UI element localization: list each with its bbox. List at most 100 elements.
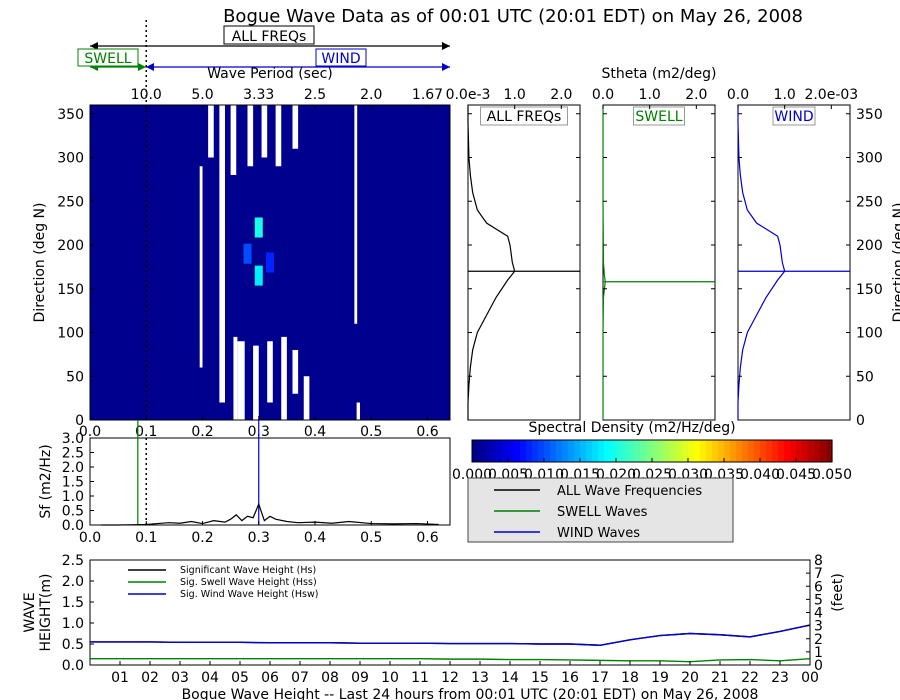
y-tick-label: 50	[66, 369, 84, 385]
colorbar-swatch	[688, 440, 695, 462]
colorbar-swatch	[640, 440, 647, 462]
right-y-tick-label: 7	[814, 566, 823, 582]
x-tick-label: 07	[291, 670, 309, 686]
right-y-tick-label: 8	[814, 553, 823, 569]
x-tick-label: 20	[681, 670, 699, 686]
wave-height-legend-label: Sig. Swell Wave Height (Hss)	[180, 577, 317, 588]
stheta-x-tick-label: 1.0	[774, 87, 796, 103]
right-y-axis-label: Direction (deg N)	[891, 203, 900, 323]
stheta-x-tick-label: 1.0	[504, 87, 526, 103]
colorbar-swatch	[634, 440, 641, 462]
colorbar-swatch	[694, 440, 701, 462]
right-y-tick-label: 300	[856, 151, 883, 167]
stheta-panel-label-swell: SWELL	[635, 109, 682, 125]
heatmap-no-data-cell	[267, 341, 273, 403]
colorbar: Spectral Density (m2/Hz/deg)0.0000.0050.…	[452, 420, 852, 483]
colorbar-swatch	[532, 440, 539, 462]
colorbar-swatch	[520, 440, 527, 462]
colorbar-swatch	[478, 440, 485, 462]
stheta-x-tick-label: 2.0e-03	[804, 87, 858, 103]
wave-height-legend-label: Sig. Wind Wave Height (Hsw)	[180, 589, 318, 600]
stheta-series-wind	[737, 105, 786, 420]
period-tick-label: 5.0	[191, 87, 213, 103]
right-y-tick-label: 0	[856, 413, 865, 429]
y-tick-label: 0.5	[62, 504, 84, 520]
swell-label: SWELL	[84, 51, 131, 67]
legend-label: ALL Wave Frequencies	[557, 484, 702, 499]
x-tick-label: 0.4	[304, 424, 326, 440]
x-tick-label: 04	[201, 670, 219, 686]
x-tick-label: 12	[441, 670, 459, 686]
stheta-series-all	[467, 105, 516, 420]
colorbar-swatch	[730, 440, 737, 462]
colorbar-swatch	[796, 440, 803, 462]
colorbar-swatch	[724, 440, 731, 462]
y-tick-label: 2.5	[62, 446, 84, 462]
stheta-x-tick-label: 2.0	[685, 87, 707, 103]
stheta-x-tick-label: 1.0	[639, 87, 661, 103]
colorbar-title: Spectral Density (m2/Hz/deg)	[528, 420, 735, 436]
colorbar-swatch	[526, 440, 533, 462]
colorbar-swatch	[784, 440, 791, 462]
colorbar-swatch	[826, 440, 833, 462]
colorbar-swatch	[802, 440, 809, 462]
legend-label: WIND Waves	[557, 526, 640, 541]
colorbar-swatch	[814, 440, 821, 462]
stheta-panel-frame-all	[467, 104, 581, 421]
y-tick-label: 1.0	[62, 489, 84, 505]
swell-arrow-right-head	[138, 63, 146, 71]
x-tick-label: 11	[411, 670, 429, 686]
y-axis-label-line1: WAVE	[22, 592, 38, 632]
wind-arrow-left-head	[146, 63, 154, 71]
y-tick-label: 100	[57, 326, 84, 342]
frequency-spectrum-plot: 0.00.51.01.52.02.53.00.0 0.1 0.2 0.3 0.4 0.5 0…	[38, 420, 451, 546]
heatmap-no-data-cell	[199, 166, 203, 368]
colorbar-swatch	[562, 440, 569, 462]
y-tick-label: 1.0	[62, 616, 84, 632]
heatmap-no-data-cell	[292, 105, 299, 149]
heatmap-no-data-cell	[275, 105, 282, 167]
heatmap-no-data-cell	[208, 105, 214, 158]
heatmap-no-data-cell	[281, 336, 287, 420]
all-freqs-arrow-right-head	[442, 42, 450, 50]
x-tick-label: 23	[771, 670, 789, 686]
colorbar-swatch	[586, 440, 593, 462]
right-y-tick-label: 6	[814, 579, 823, 595]
colorbar-swatch	[820, 440, 827, 462]
colorbar-swatch	[574, 440, 581, 462]
colorbar-swatch	[544, 440, 551, 462]
x-tick-label: 13	[471, 670, 489, 686]
x-tick-label: 0.5	[360, 424, 382, 440]
colorbar-swatch	[778, 440, 785, 462]
direction-spectrum-heatmap: 0.00.10.20.30.40.50.6Frequency (Hz)10.05…	[32, 20, 451, 460]
heatmap-energy-cell	[266, 252, 274, 273]
x-tick-label: 22	[741, 670, 759, 686]
period-tick-label: 3.33	[243, 87, 274, 103]
right-y-tick-label: 350	[856, 107, 883, 123]
colorbar-swatch	[772, 440, 779, 462]
y-axis-label: Direction (deg N)	[32, 203, 48, 323]
all-freqs-label-box	[223, 25, 315, 45]
stheta-panel-frame-swell	[602, 104, 716, 421]
y-tick-label: 0	[75, 413, 84, 429]
colorbar-swatch	[592, 440, 599, 462]
right-y-tick-label: 100	[856, 326, 883, 342]
legend-box: ALL Wave Frequencies SWELL Waves WIND Wave…	[467, 477, 734, 543]
colorbar-swatch	[712, 440, 719, 462]
y-tick-label: 350	[57, 107, 84, 123]
x-tick-label: 0.2	[191, 530, 213, 546]
right-y-axis-label: (feet)	[830, 573, 846, 612]
colorbar-swatch	[538, 440, 545, 462]
x-tick-label: 03	[171, 670, 189, 686]
right-y-tick-label: 3	[814, 619, 823, 635]
x-tick-label: 10	[381, 670, 399, 686]
colorbar-swatch	[610, 440, 617, 462]
y-tick-label: 150	[57, 282, 84, 298]
colorbar-swatch	[766, 440, 773, 462]
heatmap-frame	[89, 104, 451, 421]
colorbar-swatch	[604, 440, 611, 462]
stheta-x-tick-label: 0.0	[592, 87, 614, 103]
x-tick-label: 0.6	[416, 530, 438, 546]
right-y-tick-label: 50	[856, 369, 874, 385]
